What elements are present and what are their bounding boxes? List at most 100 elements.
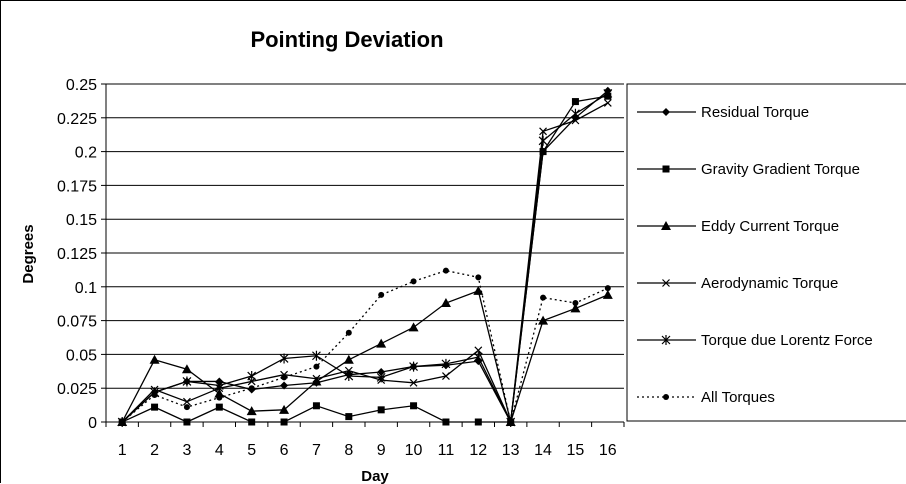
gridlines: [106, 83, 624, 389]
series-line: [121, 102, 609, 425]
legend-item: Aerodynamic Torque: [637, 275, 838, 292]
y-tick-label: 0.075: [57, 314, 97, 331]
series-line: [121, 289, 609, 425]
y-tick-label: 0.25: [66, 77, 97, 94]
data-point: [410, 402, 418, 410]
y-tick-label: 0.025: [57, 381, 97, 398]
legend-item: All Torques: [637, 389, 775, 406]
series-5: [119, 267, 611, 425]
legend-label: Gravity Gradient Torque: [701, 161, 860, 178]
legend-box: [626, 83, 906, 422]
data-point: [540, 294, 547, 301]
data-point: [570, 303, 581, 313]
legend: Residual Torque Gravity Gradient Torque Ed…: [626, 83, 906, 422]
legend-label: Aerodynamic Torque: [701, 275, 838, 292]
data-point: [216, 394, 223, 401]
y-tick-label: 0.1: [75, 280, 97, 297]
data-point: [410, 278, 417, 285]
series-group: [117, 86, 613, 427]
data-point: [377, 406, 385, 414]
y-tick-label: 0.2: [75, 145, 97, 162]
data-point: [312, 350, 321, 361]
data-point: [183, 397, 191, 406]
series-4: [117, 88, 613, 427]
x-tick-label: 1: [118, 442, 127, 459]
data-point: [441, 358, 451, 369]
legend-label: Eddy Current Torque: [701, 218, 839, 235]
data-point: [603, 99, 612, 107]
data-point: [474, 346, 483, 355]
series-line: [121, 92, 609, 425]
x-tick-label: 15: [567, 442, 585, 459]
data-point: [312, 374, 321, 383]
data-point: [151, 403, 159, 411]
x-tick-label: 13: [502, 442, 520, 459]
data-point: [183, 404, 190, 411]
x-tick-label: 9: [377, 442, 386, 459]
legend-label: All Torques: [701, 389, 775, 406]
data-point: [248, 385, 255, 392]
data-point: [281, 374, 288, 381]
data-point: [442, 372, 450, 380]
data-point: [408, 322, 419, 332]
y-axis-label: Degrees: [20, 224, 37, 283]
data-point: [345, 413, 353, 421]
data-point: [473, 352, 483, 363]
legend-marker: [662, 165, 670, 173]
data-point: [473, 285, 484, 295]
y-tick-label: 0.175: [57, 178, 97, 195]
data-point: [215, 403, 223, 411]
data-point: [440, 298, 451, 308]
x-tick-label: 16: [599, 442, 617, 459]
data-point: [247, 371, 257, 382]
data-point: [603, 88, 613, 99]
data-point: [280, 381, 289, 390]
data-point: [311, 376, 322, 386]
legend-marker: [661, 335, 671, 345]
chart-title: Pointing Deviation: [250, 27, 443, 52]
y-tick-label: 0.15: [66, 212, 97, 229]
data-point: [539, 148, 547, 156]
data-point: [345, 329, 352, 336]
x-tick-label: 8: [344, 442, 353, 459]
data-point: [182, 376, 192, 387]
y-tick-label: 0: [88, 415, 97, 432]
axes: 0 0.025 0.05 0.075 0.1 0.125 0.15 0.175 0.2 0.225…: [57, 77, 625, 459]
x-tick-label: 11: [438, 442, 455, 459]
y-tick-label: 0.125: [57, 246, 97, 263]
x-axis-label: Day: [361, 468, 389, 484]
data-point: [279, 404, 290, 414]
x-tick-label: 7: [312, 442, 321, 459]
data-point: [344, 371, 354, 382]
data-point: [377, 367, 386, 376]
data-point: [538, 135, 548, 146]
data-point: [214, 380, 224, 391]
data-point: [442, 267, 449, 274]
x-tick-label: 2: [150, 442, 159, 459]
x-tick-label: 10: [405, 442, 423, 459]
data-point: [571, 108, 580, 119]
legend-item: Eddy Current Torque: [637, 218, 839, 235]
data-point: [378, 291, 385, 298]
data-point: [571, 98, 579, 106]
data-point: [181, 364, 192, 374]
data-point: [539, 127, 547, 136]
x-tick-label: 5: [247, 442, 256, 459]
data-point: [214, 388, 225, 398]
y-tick-label: 0.05: [66, 347, 97, 364]
data-point: [475, 274, 482, 281]
legend-item: Residual Torque: [637, 104, 809, 121]
x-tick-label: 14: [534, 442, 552, 459]
data-point: [538, 315, 549, 325]
series-2: [117, 285, 613, 426]
legend-marker: [663, 394, 669, 400]
data-point: [343, 354, 354, 364]
data-point: [313, 363, 320, 370]
legend-marker: [662, 108, 670, 116]
x-tick-label: 4: [215, 442, 224, 459]
data-point: [149, 354, 160, 364]
data-point: [246, 406, 257, 416]
data-point: [602, 289, 613, 299]
